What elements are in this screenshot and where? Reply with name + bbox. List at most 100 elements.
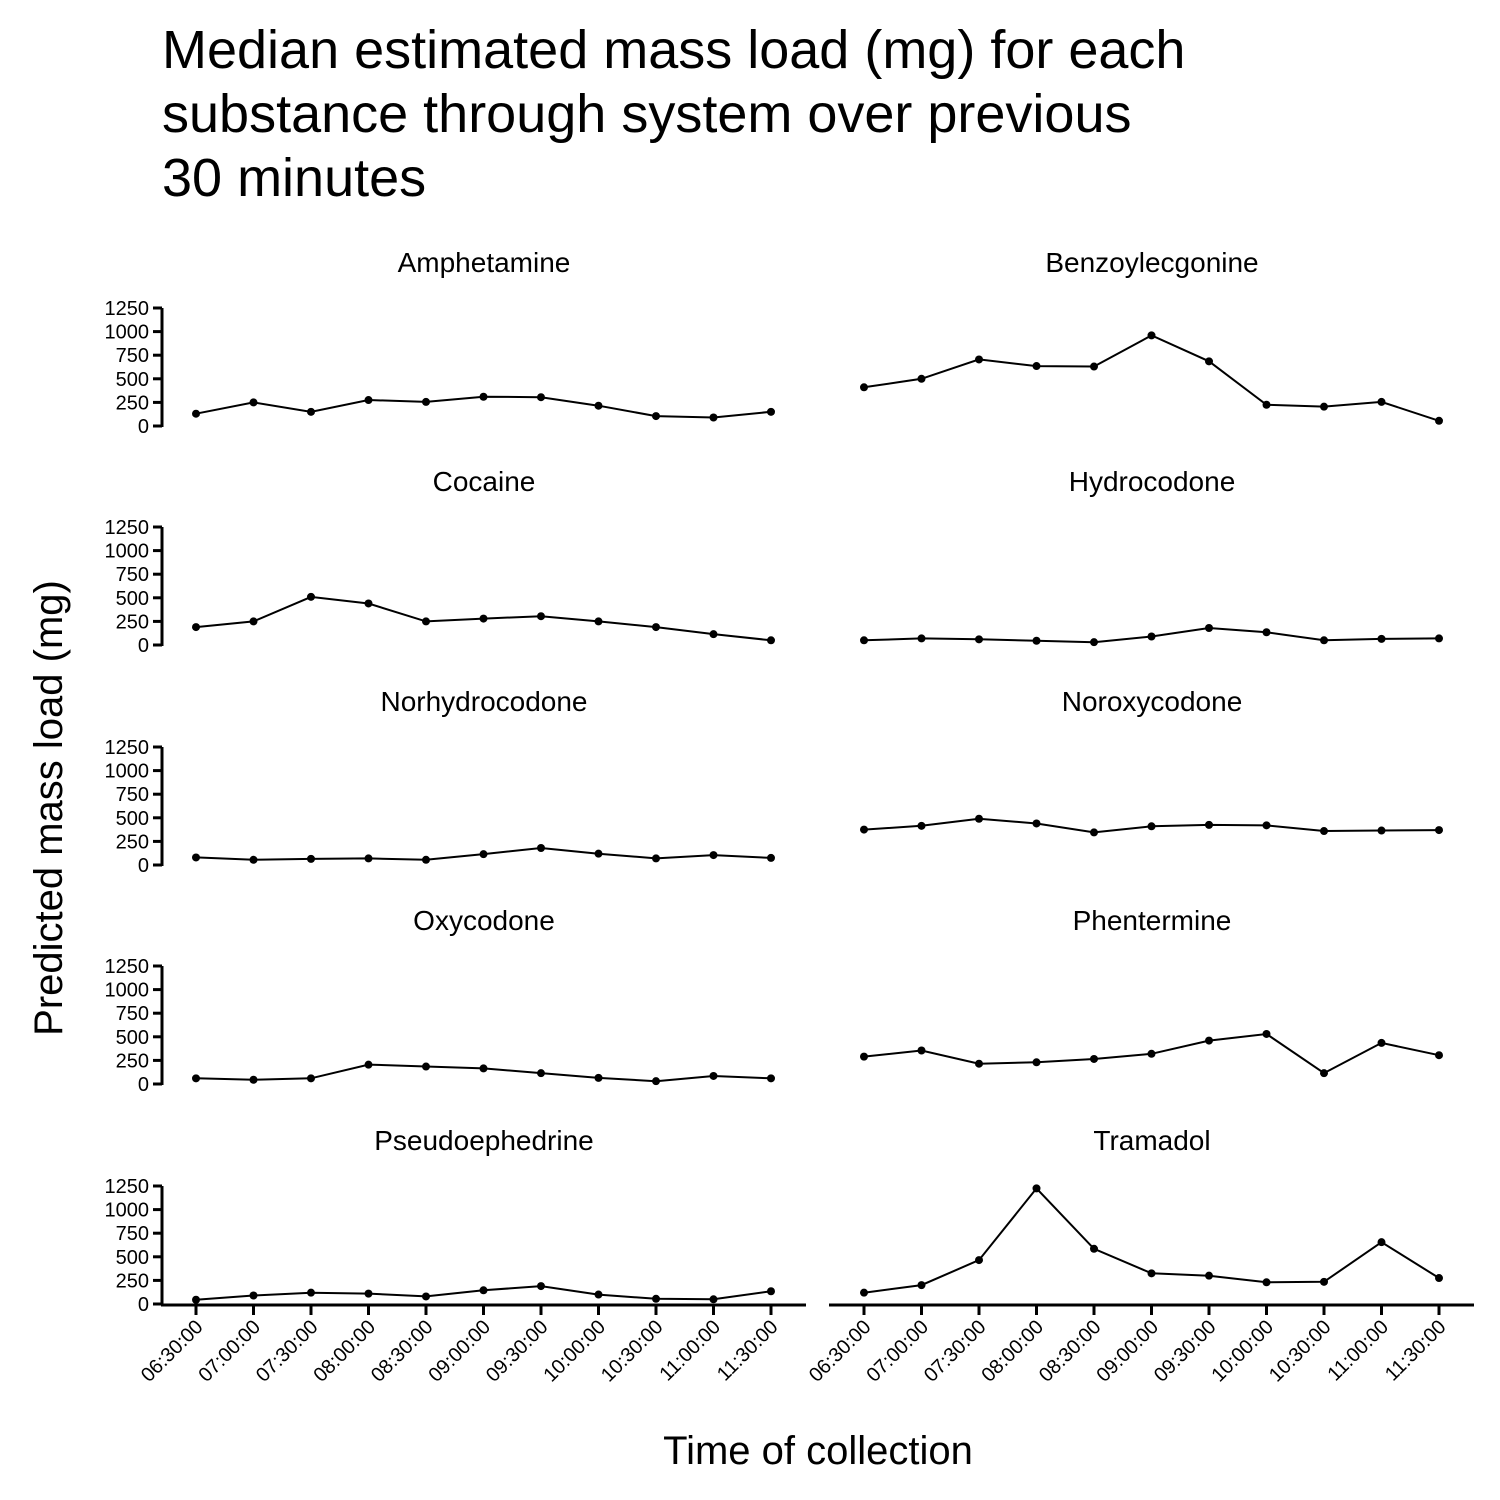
data-point [767,636,775,645]
facet-panel-tramadol: Tramadol 06:30:0007:00:0007:30:0008:00:00… [805,1125,1474,1387]
data-point [709,1071,718,1080]
data-point [422,855,430,864]
x-tick-label: 07:30:00 [252,1316,323,1387]
data-point [1435,634,1443,643]
data-point [1205,1271,1213,1280]
y-axis-label: Predicted mass load (mg) [27,580,71,1036]
data-point [249,617,258,626]
data-point [1435,416,1443,425]
data-point [917,634,926,643]
data-point [594,849,603,858]
x-tick-label: 10:00:00 [539,1316,610,1387]
y-tick-label: 500 [116,588,149,610]
data-point [1320,827,1328,836]
data-point [652,1077,660,1086]
data-point [364,396,373,405]
data-point [1090,828,1098,837]
y-tick-label: 1250 [105,956,150,978]
data-point [709,851,718,860]
data-point [1090,638,1098,647]
data-point [537,1282,545,1291]
data-point [307,407,315,416]
data-point [479,850,488,859]
y-tick-label: 250 [116,831,149,853]
y-tick-label: 0 [138,635,149,657]
data-point [860,383,868,392]
data-point [709,630,718,639]
y-tick-label: 750 [116,345,149,367]
y-tick-label: 0 [138,1294,149,1316]
chart-title: Median estimated mass load (mg) for each… [162,18,1362,210]
data-point [917,821,926,830]
series-line [863,334,1440,422]
data-point [422,1062,430,1071]
y-tick-label: 750 [116,784,149,806]
data-point [860,825,868,834]
data-point [192,623,200,632]
y-tick-label: 750 [116,1003,149,1025]
chart-title-line-1: Median estimated mass load (mg) for each [162,20,1186,80]
y-tick-label: 750 [116,564,149,586]
data-point [1090,1054,1098,1063]
data-point [192,1074,200,1083]
y-tick-label: 1250 [105,517,150,539]
facet-panel-benzoylecgonine: Benzoylecgonine [860,247,1443,425]
facet-label: Amphetamine [398,247,571,278]
x-tick-label: 11:30:00 [713,1316,783,1386]
x-tick-label: 08:30:00 [367,1316,438,1387]
data-point [1205,357,1213,366]
data-point [975,635,983,644]
data-point [364,1060,373,1069]
data-point [537,1069,545,1078]
data-point [1377,1238,1386,1247]
x-tick-label: 06:30:00 [137,1316,208,1387]
chart-title-line-2: substance through system over previous [162,84,1132,144]
facet-label: Pseudoephedrine [374,1125,594,1156]
data-point [307,1288,315,1297]
data-point [1205,1036,1213,1045]
x-tick-label: 06:30:00 [805,1316,876,1387]
facet-panel-phentermine: Phentermine [860,905,1443,1078]
y-tick-label: 500 [116,808,149,830]
chart-title-line-3: 30 minutes [162,148,427,208]
y-tick-label: 500 [116,369,149,391]
data-point [767,407,775,416]
data-point [1377,826,1386,835]
data-point [1147,632,1156,641]
x-tick-label: 11:30:00 [1381,1316,1451,1386]
x-tick-label: 09:00:00 [1092,1316,1163,1387]
data-point [767,1287,775,1296]
data-point [594,1290,603,1299]
data-point [307,1074,315,1083]
data-point [192,1295,200,1304]
data-point [1262,1278,1271,1287]
data-point [917,1046,926,1055]
data-point [975,814,983,823]
data-point [652,1294,660,1303]
facet-panel-hydrocodone: Hydrocodone [860,466,1443,647]
y-tick-label: 1250 [105,737,150,759]
data-point [249,855,258,864]
facet-label: Cocaine [433,466,536,497]
data-point [860,636,868,645]
data-point [249,398,258,407]
data-point [860,1052,868,1061]
data-point [1032,362,1041,371]
data-point [1147,1049,1156,1058]
data-point [652,623,660,632]
x-axis-label: Time of collection [663,1429,973,1473]
data-point [479,1286,488,1295]
data-point [1377,397,1386,406]
data-point [537,844,545,853]
facet-label: Oxycodone [413,905,555,936]
data-point [975,355,983,364]
x-tick-label: 10:30:00 [597,1316,668,1387]
data-point [860,1288,868,1297]
x-tick-label: 08:30:00 [1035,1316,1106,1387]
data-point [192,409,200,418]
